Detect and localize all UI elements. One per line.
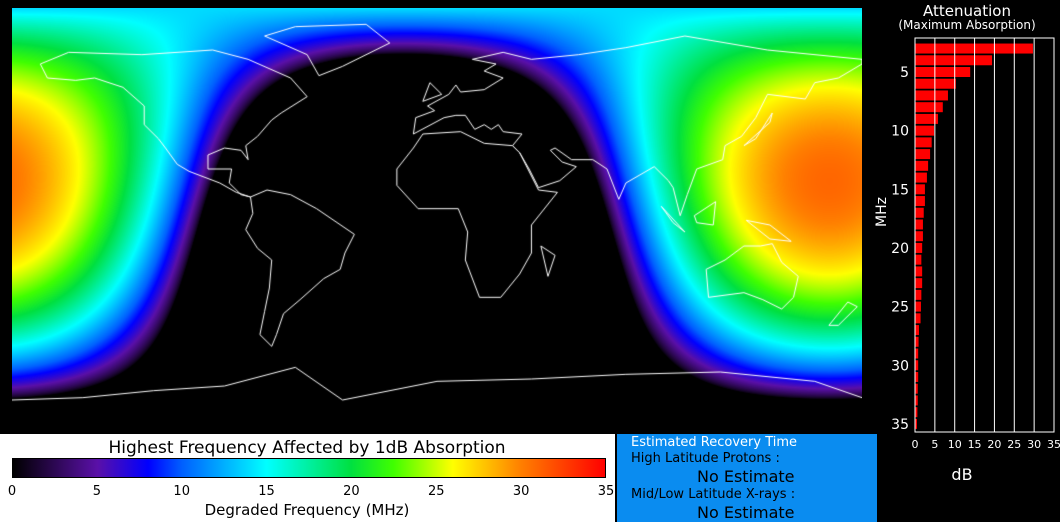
colorbar-tick-label: 30 [512,484,530,499]
x-tick-label: 20 [987,438,1001,451]
colorbar-tick-label: 35 [597,484,615,499]
bar [915,184,925,195]
chart-subtitle: (Maximum Absorption) [898,18,1035,32]
bar [915,336,919,347]
bar [915,125,935,136]
xrays-label: Mid/Low Latitude X-rays : [631,487,796,502]
bar [915,242,923,253]
attenuation-chart-svg: Attenuation (Maximum Absorption) dB MHz … [874,2,1060,484]
x-tick-label: 25 [1007,438,1021,451]
bar [915,395,918,406]
colorbar-axis-label: Degraded Frequency (MHz) [204,501,410,519]
bar [915,43,1033,54]
bar [915,207,924,218]
bar [915,407,918,418]
colorbar-tick-label: 15 [258,484,275,499]
bar [915,371,919,382]
y-tick-label: 10 [891,124,909,140]
y-tick-label: 15 [891,182,909,198]
bar [915,78,956,89]
recovery-time-panel: Estimated Recovery Time High Latitude Pr… [617,434,877,522]
bar [915,102,943,113]
bar [915,172,927,183]
bar [915,254,922,265]
bar [915,278,923,289]
chart-title: Attenuation [923,2,1011,20]
x-tick-label: 10 [948,438,962,451]
recovery-title: Estimated Recovery Time [631,435,798,450]
colorbar-panel: Highest Frequency Affected by 1dB Absorp… [0,434,615,522]
x-tick-label: 35 [1047,438,1060,451]
colorbar-tick-label: 5 [92,484,101,499]
colorbar-tick-label: 25 [428,484,445,499]
bar [915,149,931,160]
protons-value: No Estimate [697,467,795,486]
bar [915,231,923,242]
bar [915,219,923,230]
bar [915,160,929,171]
bar [915,325,919,336]
bar [915,137,932,148]
bar [915,289,922,300]
bar [915,113,939,124]
x-tick-label: 30 [1027,438,1041,451]
colorbar-tick-label: 20 [343,484,360,499]
bar [915,313,921,324]
bar [915,67,971,77]
y-tick-label: 5 [900,65,909,81]
bar [915,301,921,312]
bar [915,55,993,66]
x-tick-label: 5 [931,438,938,451]
protons-label: High Latitude Protons : [631,451,780,466]
y-tick-label: 20 [891,241,909,257]
y-tick-label: 30 [891,358,909,374]
plot-frame [914,37,1055,433]
colorbar-tick-label: 10 [173,484,190,499]
x-tick-label: 0 [912,438,919,451]
bar [915,418,917,429]
colorbar-title: Highest Frequency Affected by 1dB Absorp… [108,438,506,458]
y-tick-label: 25 [891,300,909,316]
bar [915,266,923,277]
x-axis-label: dB [951,465,972,484]
colorbar [12,458,606,478]
xrays-value: No Estimate [697,503,795,522]
y-axis-label: MHz [874,197,890,227]
y-tick-label: 35 [891,417,909,433]
x-tick-label: 15 [968,438,982,451]
absorption-map [12,8,862,428]
bar [915,360,919,371]
colorbar-tick-label: 0 [7,484,17,499]
bar [915,348,919,359]
bar [915,383,918,394]
bar [915,90,948,101]
bar [915,196,925,207]
